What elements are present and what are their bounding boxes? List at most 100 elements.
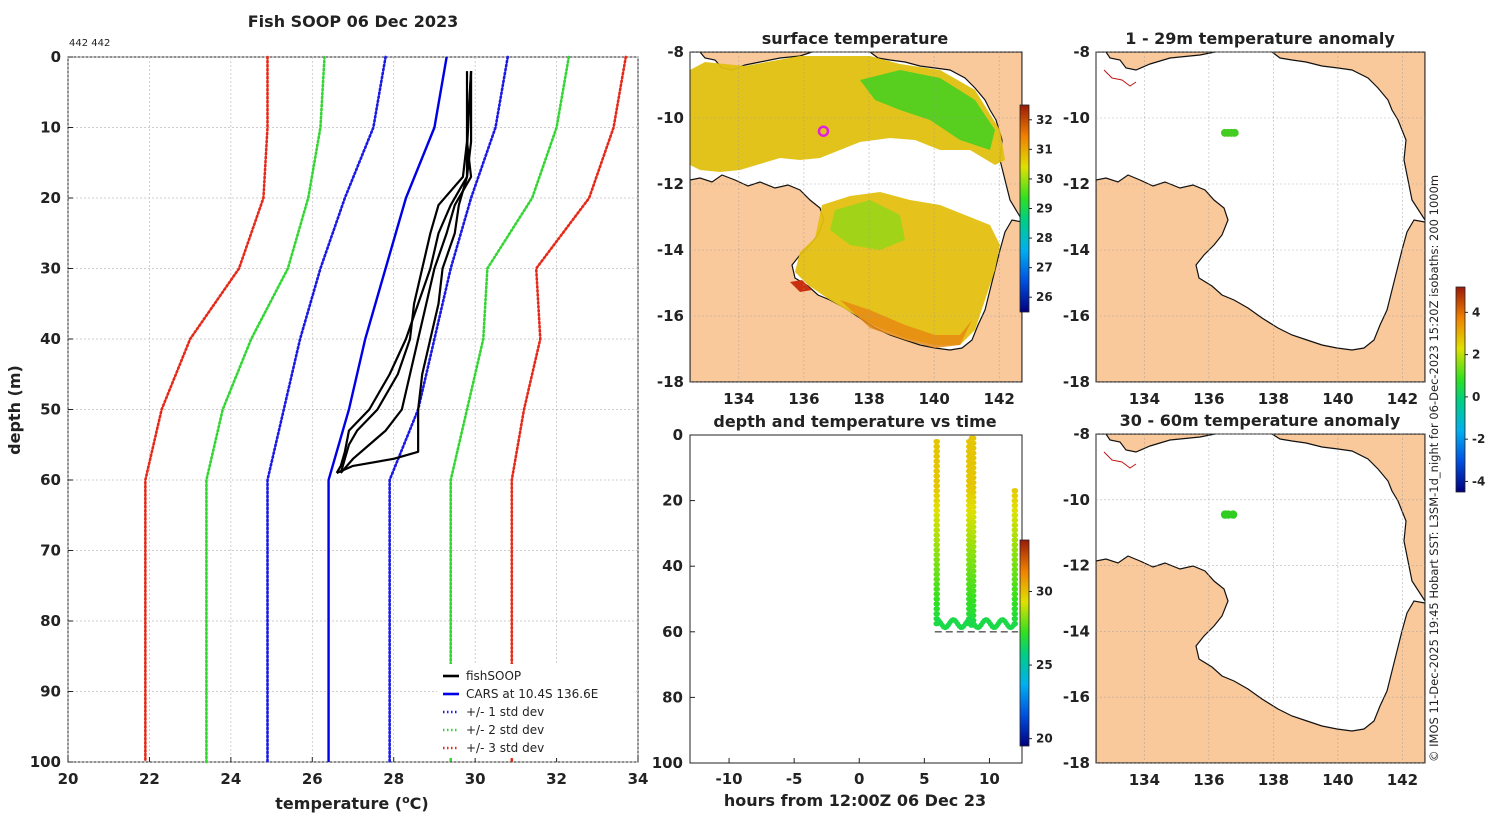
anomaly1-title: 1 - 29m temperature anomaly bbox=[1125, 29, 1395, 48]
cast-sample-point bbox=[934, 547, 940, 553]
cast-sample-point bbox=[971, 578, 977, 584]
cast-sample-point bbox=[934, 591, 940, 597]
map-xtick-label: 142 bbox=[1387, 390, 1418, 408]
sst-colorbar bbox=[1019, 104, 1030, 313]
cast-sample-point bbox=[1012, 586, 1019, 592]
colorbar-tick-label: 32 bbox=[1036, 113, 1053, 127]
profile-xtick-label: 34 bbox=[628, 770, 649, 788]
cast-sample-point bbox=[934, 571, 940, 578]
cast-sample-point bbox=[1012, 576, 1019, 582]
anomaly1-points bbox=[1221, 128, 1239, 137]
footer-note: © IMOS 11-Dec-2025 19:45 Hobart SST: L3S… bbox=[1427, 175, 1441, 762]
profile-title: Fish SOOP 06 Dec 2023 bbox=[248, 12, 458, 31]
timeline-xtick-label: -5 bbox=[786, 770, 803, 788]
cast-sample-point bbox=[1012, 616, 1019, 622]
timeline-colorbar bbox=[1019, 539, 1030, 747]
map-xtick-label: 138 bbox=[1258, 771, 1289, 789]
cast-sample-point bbox=[1012, 542, 1019, 548]
cast-sample-point bbox=[971, 450, 977, 456]
colorbar-tick-label: 2 bbox=[1472, 348, 1480, 362]
cast-sample-point bbox=[934, 522, 940, 528]
cast-sample-point bbox=[971, 548, 977, 555]
cast-sample-point bbox=[1012, 517, 1019, 523]
cast-sample-point bbox=[1012, 522, 1019, 528]
std-band-line bbox=[205, 55, 326, 764]
map-ytick-label: -18 bbox=[1063, 373, 1090, 391]
profile-xtick-label: 20 bbox=[58, 770, 79, 788]
map-ytick-label: -8 bbox=[1073, 43, 1090, 61]
cast-sample-point bbox=[1012, 507, 1019, 514]
legend-label: +/- 3 std dev bbox=[466, 741, 544, 755]
colorbar-tick-label: 26 bbox=[1036, 290, 1053, 304]
profile-ytick-label: 0 bbox=[51, 48, 61, 66]
cast-sample-point bbox=[934, 517, 940, 523]
anomaly-colorbar-ticks: -4 -2 0 2 4 bbox=[1465, 305, 1485, 488]
anomaly-sample-point bbox=[1228, 510, 1238, 519]
map-ytick-label: -18 bbox=[1063, 754, 1090, 772]
map-xtick-label: 136 bbox=[1193, 390, 1224, 408]
sst-data-gulf-green bbox=[830, 200, 905, 250]
cast-sample-point bbox=[1012, 611, 1019, 617]
cast-sample-point bbox=[934, 473, 940, 479]
map-xtick-label: 138 bbox=[1258, 390, 1289, 408]
std-band-line bbox=[266, 55, 387, 764]
cast-sample-point bbox=[971, 529, 977, 535]
cast-sample-point bbox=[1012, 527, 1019, 533]
anomaly2-gridlines bbox=[1096, 433, 1425, 764]
cast-sample-point bbox=[1012, 537, 1019, 543]
anomaly1-river bbox=[1103, 69, 1137, 87]
profile-tick-labels: 20 22 24 26 28 30 32 34 0 10 20 30 40 50 60 70 80 90 100 bbox=[30, 48, 649, 788]
map-ytick-label: -8 bbox=[1073, 425, 1090, 443]
sst-data-green bbox=[860, 70, 995, 150]
map-ytick-label: -10 bbox=[657, 109, 684, 127]
timeline-colorbar-ticks: 20 25 30 bbox=[1029, 585, 1053, 746]
cast-sample-point bbox=[934, 483, 940, 489]
cast-sample-point bbox=[934, 502, 940, 509]
cast-sample-point bbox=[934, 527, 940, 533]
cast-sample-point bbox=[934, 438, 940, 445]
cast-sample-point bbox=[971, 588, 977, 594]
profile-xtick-label: 28 bbox=[383, 770, 404, 788]
cast-sample-point bbox=[971, 539, 977, 545]
cars-climatology-line bbox=[327, 56, 448, 762]
map-xtick-label: 142 bbox=[984, 390, 1015, 408]
cast-sample-point bbox=[934, 557, 940, 563]
cast-sample-point bbox=[1012, 581, 1019, 587]
cast-sample-point bbox=[934, 478, 940, 484]
anomaly1-gridlines bbox=[1096, 51, 1425, 383]
cast-sample-point bbox=[971, 563, 977, 569]
map-xtick-label: 136 bbox=[788, 390, 819, 408]
profile-xlabel: temperature (oC) bbox=[275, 793, 428, 813]
timeline-ytick-label: 40 bbox=[662, 557, 683, 575]
cast-sample-point bbox=[971, 558, 977, 564]
fishsoop-cast-line bbox=[335, 71, 473, 474]
profile-ytick-label: 80 bbox=[40, 612, 61, 630]
sst-land-capeyork bbox=[869, 52, 1022, 222]
legend-label: CARS at 10.4S 136.6E bbox=[466, 687, 598, 701]
map-ytick-label: -16 bbox=[1063, 307, 1090, 325]
cast-sample-point bbox=[1012, 488, 1019, 494]
map-xtick-label: 136 bbox=[1193, 771, 1224, 789]
anomaly-sample-point bbox=[1230, 128, 1239, 137]
std-band-line bbox=[144, 55, 269, 764]
map-ytick-label: -18 bbox=[657, 373, 684, 391]
cast-sample-point bbox=[971, 440, 977, 446]
profile-chart: 20 22 24 26 28 30 32 34 0 10 20 30 40 50 60 70 80 90 100 F… bbox=[5, 12, 648, 813]
cast-sample-point bbox=[934, 601, 940, 607]
cast-sample-point bbox=[971, 470, 977, 476]
map-ytick-label: -14 bbox=[657, 241, 684, 259]
cast-sample-point bbox=[1012, 512, 1019, 518]
cast-sample-point bbox=[934, 448, 940, 454]
map-xtick-label: 134 bbox=[1129, 771, 1160, 789]
cast-sample-point bbox=[934, 453, 940, 459]
cast-sample-point bbox=[1012, 547, 1019, 553]
cast-sample-point bbox=[971, 509, 977, 515]
timeline-casts bbox=[933, 435, 1019, 633]
profile-xtick-label: 26 bbox=[302, 770, 323, 788]
colorbar-tick-label: 29 bbox=[1036, 202, 1053, 216]
cast-sample-point bbox=[1012, 566, 1019, 573]
cast-sample-point bbox=[971, 494, 977, 500]
map-ytick-label: -14 bbox=[1063, 241, 1090, 259]
profile-ytick-label: 40 bbox=[40, 330, 61, 348]
